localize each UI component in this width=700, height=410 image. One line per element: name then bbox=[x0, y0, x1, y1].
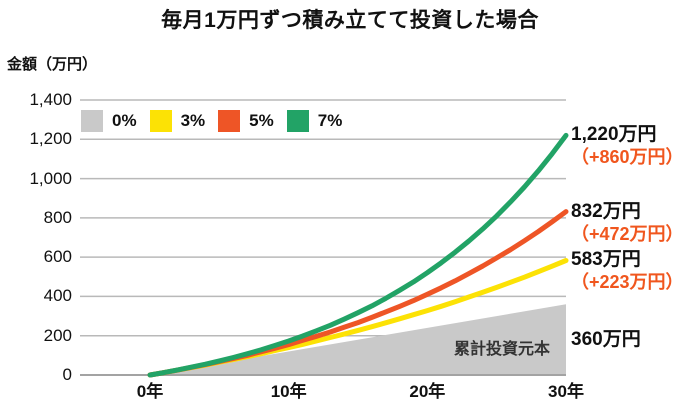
legend-swatch-5% bbox=[218, 110, 241, 132]
end-value-5%: 832万円 bbox=[571, 200, 641, 222]
area-label-principal: 累計投資元本 bbox=[453, 341, 551, 358]
series-line-7% bbox=[147, 132, 569, 378]
y-tick-1400: 1,400 bbox=[29, 90, 72, 109]
x-tick-20: 20年 bbox=[409, 382, 446, 401]
legend-item-3%: 3% bbox=[149, 110, 206, 132]
end-label-3%: 583万円 （+223万円） bbox=[571, 249, 699, 293]
legend-label-7%: 7% bbox=[317, 111, 343, 130]
y-tick-200: 200 bbox=[43, 325, 72, 345]
legend-label-3%: 3% bbox=[180, 111, 206, 130]
y-tick-1000: 1,000 bbox=[29, 168, 72, 188]
y-tick-600: 600 bbox=[43, 247, 72, 267]
y-tick-400: 400 bbox=[43, 286, 72, 306]
legend-item-5%: 5% bbox=[218, 110, 274, 132]
legend-item-0%: 0% bbox=[81, 110, 137, 132]
legend-swatch-7% bbox=[286, 110, 309, 132]
end-value-7%: 1,220万円 bbox=[571, 124, 657, 146]
x-tick-10: 10年 bbox=[270, 382, 307, 401]
legend-swatch-0% bbox=[81, 110, 103, 132]
end-label-5%: 832万円 （+472万円） bbox=[571, 201, 699, 245]
legend-swatch-3% bbox=[149, 110, 172, 132]
end-gain-3%: （+223万円） bbox=[571, 272, 684, 293]
y-tick-0: 0 bbox=[62, 365, 72, 384]
principal-area bbox=[150, 304, 566, 375]
end-gain-5%: （+472万円） bbox=[571, 223, 684, 244]
y-tick-1200: 1,200 bbox=[29, 129, 72, 149]
end-gain-7%: （+860万円） bbox=[571, 147, 684, 168]
y-axis-title: 金額（万円） bbox=[7, 56, 98, 73]
x-tick-30: 30年 bbox=[548, 382, 584, 401]
y-tick-800: 800 bbox=[43, 207, 72, 227]
legend-item-7%: 7% bbox=[286, 110, 343, 132]
x-tick-0: 0年 bbox=[136, 382, 164, 401]
legend-label-5%: 5% bbox=[249, 111, 274, 130]
end-label-7%: 1,220万円 （+860万円） bbox=[571, 124, 699, 168]
legend: 0% 3% 5% 7% bbox=[81, 110, 342, 132]
end-label-0%: 360万円 bbox=[571, 329, 699, 351]
end-value-3%: 583万円 bbox=[571, 249, 641, 271]
chart-title: 毎月1万円ずつ積み立てて投資した場合 bbox=[161, 9, 539, 32]
legend-label-0%: 0% bbox=[112, 111, 137, 130]
end-value-0%: 360万円 bbox=[571, 328, 641, 350]
